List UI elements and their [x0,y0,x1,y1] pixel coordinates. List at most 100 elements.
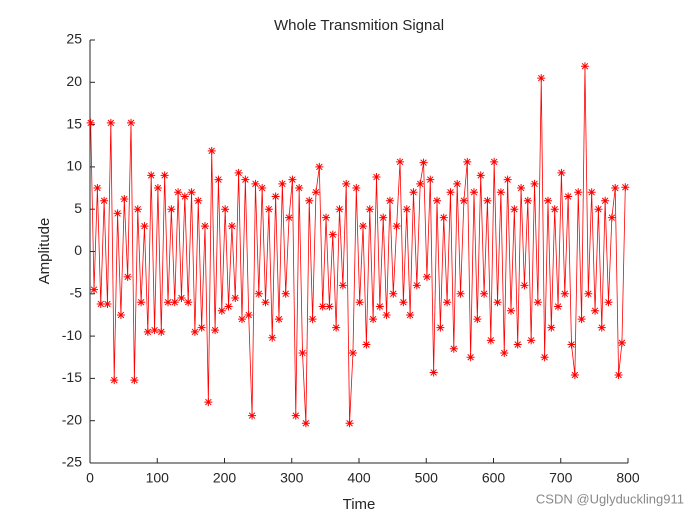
star-marker [409,188,418,197]
y-axis-label: Amplitude [36,218,53,285]
star-marker [463,157,472,166]
star-marker [342,179,351,188]
star-marker [116,310,125,319]
star-marker [335,205,344,214]
star-marker [184,298,193,307]
star-marker [382,310,391,319]
star-marker [241,175,250,184]
star-marker [584,289,593,298]
star-marker [500,349,509,358]
star-marker [560,289,569,298]
star-marker [217,306,226,315]
x-tick-label: 600 [482,470,506,486]
star-marker [617,338,626,347]
star-marker [412,281,421,290]
star-marker [611,184,620,193]
star-marker [231,294,240,303]
x-tick-label: 500 [415,470,439,486]
star-marker [167,205,176,214]
star-marker [372,173,381,182]
y-tick-label: 10 [66,158,82,174]
star-marker [574,188,583,197]
star-marker [214,175,223,184]
star-marker [550,205,559,214]
star-marker [517,184,526,193]
star-marker [601,196,610,205]
star-marker [187,188,196,197]
star-marker [285,213,294,222]
star-marker [523,196,532,205]
x-tick-label: 400 [347,470,371,486]
star-marker [365,205,374,214]
star-marker [221,205,230,214]
star-marker [93,184,102,193]
star-marker [466,353,475,362]
star-marker [547,323,556,332]
y-tick-label: -15 [62,369,82,385]
signal-line [90,66,626,424]
star-marker [614,371,623,380]
star-marker [170,298,179,307]
star-marker [194,196,203,205]
star-marker [429,368,438,377]
star-marker [271,192,280,201]
star-marker [160,171,169,180]
star-marker [436,323,445,332]
star-marker [157,327,166,336]
star-marker [204,398,213,407]
star-marker [268,333,277,342]
star-marker [140,222,149,231]
star-marker [426,175,435,184]
star-marker [110,376,119,385]
x-axis-label: Time [343,496,376,513]
star-marker [328,230,337,239]
star-marker [254,289,263,298]
star-marker [127,118,136,127]
star-marker [164,298,173,307]
star-marker [322,213,331,222]
star-marker [597,323,606,332]
x-tick-label: 100 [146,470,170,486]
x-tick-label: 0 [86,470,94,486]
star-marker [419,158,428,167]
star-marker [392,222,401,231]
star-marker [587,188,596,197]
star-marker [318,302,327,311]
star-marker [224,302,233,311]
star-marker [150,326,159,335]
chart-title: Whole Transmition Signal [274,17,444,34]
star-marker [469,188,478,197]
star-marker [416,179,425,188]
star-marker [604,298,613,307]
star-marker [355,298,364,307]
star-marker [120,195,129,204]
star-marker [527,336,536,345]
star-marker [362,340,371,349]
star-marker [332,323,341,332]
star-marker [190,327,199,336]
star-marker [567,340,576,349]
star-marker [422,272,431,281]
star-marker [301,419,310,428]
watermark: CSDN @Uglyduckling911 [536,491,684,506]
star-marker [476,171,485,180]
star-marker [396,157,405,166]
star-marker [348,349,357,358]
star-marker [130,376,139,385]
star-marker [338,281,347,290]
star-marker [385,196,394,205]
star-marker [520,281,529,290]
star-marker [251,179,260,188]
star-marker [580,62,589,71]
star-marker [493,298,502,307]
star-marker [197,323,206,332]
y-tick-label: 25 [66,31,82,47]
star-marker [207,146,216,155]
star-marker [577,315,586,324]
star-marker [174,188,183,197]
x-tick-label: 300 [280,470,304,486]
star-marker [103,299,112,308]
star-marker [278,179,287,188]
